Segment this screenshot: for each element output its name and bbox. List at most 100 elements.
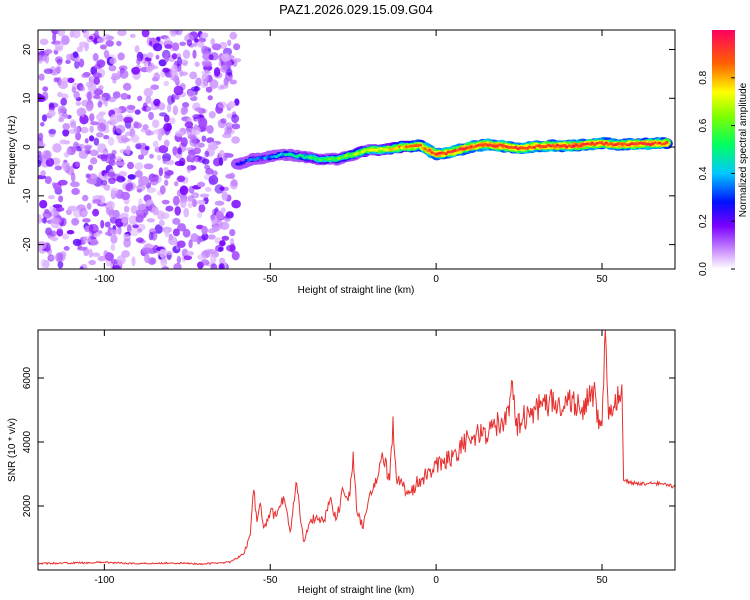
noise-cell <box>231 136 241 144</box>
noise-cell <box>107 136 115 146</box>
noise-cell <box>180 71 188 76</box>
noise-cell <box>158 59 167 67</box>
noise-cell <box>120 191 131 201</box>
noise-cell <box>213 67 221 77</box>
ridge-cell <box>665 141 669 144</box>
colorbar-scale <box>712 30 735 269</box>
ridge-cell <box>616 142 620 146</box>
noise-cell <box>70 172 76 183</box>
noise-cell <box>214 200 225 206</box>
noise-cell <box>79 207 88 218</box>
noise-cell <box>52 32 57 42</box>
noise-cell <box>193 147 201 155</box>
noise-cell <box>38 73 45 81</box>
noise-cell <box>91 252 101 257</box>
noise-cell <box>54 165 63 171</box>
noise-cell <box>163 37 171 42</box>
noise-cell <box>90 157 98 165</box>
noise-cell <box>134 170 143 178</box>
noise-cell <box>107 171 116 177</box>
noise-cell <box>150 105 160 111</box>
noise-cell <box>135 143 142 150</box>
ridge-cell <box>444 152 448 156</box>
noise-cell <box>72 238 82 247</box>
noise-cell <box>189 71 198 80</box>
noise-cell <box>93 232 101 237</box>
ridge-cell <box>600 141 604 145</box>
noise-cell <box>73 126 81 133</box>
noise-cell <box>117 30 127 37</box>
noise-cell <box>120 92 129 100</box>
snr-panel: -100 -50 0 50 2000 4000 6000 Height of straig… <box>7 329 676 596</box>
noise-cell <box>60 97 67 106</box>
noise-cell <box>104 221 111 228</box>
noise-cell <box>72 30 81 39</box>
noise-cell <box>93 88 104 96</box>
x-tick-label: -50 <box>263 575 278 586</box>
noise-cell <box>61 162 70 169</box>
noise-cell <box>155 54 160 60</box>
noise-cell <box>145 106 152 111</box>
noise-cell <box>169 117 176 125</box>
noise-cell <box>134 109 141 115</box>
noise-cell <box>221 235 230 241</box>
noise-cell <box>71 86 77 93</box>
noise-cell <box>218 263 225 269</box>
noise-cell <box>88 35 94 40</box>
noise-cell <box>151 76 159 82</box>
noise-cell <box>112 91 121 99</box>
spectrogram-x-axis: -100 -50 0 50 <box>94 30 608 285</box>
noise-cell <box>171 53 178 60</box>
noise-cell <box>50 216 61 225</box>
noise-cell <box>181 248 189 257</box>
noise-cell <box>79 266 84 269</box>
noise-cell <box>197 181 206 188</box>
noise-cell <box>176 255 182 264</box>
noise-cell <box>88 179 97 185</box>
noise-cell <box>58 81 69 89</box>
noise-cell <box>85 173 91 179</box>
y-tick-label: 20 <box>22 44 33 56</box>
noise-cell <box>90 121 100 126</box>
noise-cell <box>76 46 83 53</box>
noise-cell <box>63 166 68 172</box>
snr-x-label: Height of straight line (km) <box>298 585 415 596</box>
noise-cell <box>144 145 150 151</box>
noise-cell <box>220 64 228 73</box>
noise-cell <box>180 106 189 115</box>
noise-cell <box>168 236 178 246</box>
noise-cell <box>195 77 202 87</box>
noise-cell <box>129 33 136 39</box>
noise-cell <box>225 173 234 179</box>
noise-cell <box>163 123 173 132</box>
noise-cell <box>138 198 143 206</box>
noise-cell <box>230 179 238 187</box>
noise-cell <box>175 30 183 36</box>
noise-cell <box>112 265 121 269</box>
noise-cell <box>177 147 182 155</box>
noise-cell <box>105 251 112 261</box>
noise-cell <box>186 39 193 47</box>
noise-cell <box>96 59 106 68</box>
noise-cell <box>135 214 144 223</box>
noise-cell <box>225 211 234 219</box>
noise-cell <box>115 161 126 167</box>
noise-cell <box>234 98 240 106</box>
noise-cell <box>136 57 141 65</box>
noise-cell <box>219 240 226 247</box>
noise-cell <box>71 188 80 195</box>
noise-cell <box>44 54 50 64</box>
noise-cell <box>57 105 66 114</box>
noise-cell <box>48 102 54 109</box>
noise-cell <box>88 223 99 234</box>
noise-cell <box>175 153 182 159</box>
noise-cell <box>80 126 89 134</box>
noise-cell <box>221 53 230 62</box>
x-tick-label: -100 <box>94 274 114 285</box>
noise-cell <box>108 64 117 72</box>
noise-cell <box>77 246 87 251</box>
noise-cell <box>42 150 52 160</box>
noise-cell <box>191 192 200 199</box>
noise-cell <box>40 258 46 268</box>
